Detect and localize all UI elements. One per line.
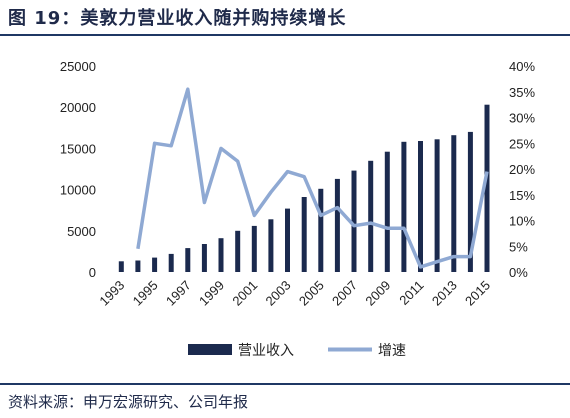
revenue-bar-2008 xyxy=(368,160,374,272)
revenue-bar-2010 xyxy=(401,141,407,272)
x-axis-tick: 1999 xyxy=(196,278,227,309)
right-axis-tick: 5% xyxy=(509,239,528,254)
x-axis-tick: 2015 xyxy=(462,278,493,309)
source-note: 资料来源：申万宏源研究、公司年报 xyxy=(8,393,249,411)
revenue-bar-2003 xyxy=(285,208,290,272)
figure-title: 图 19：美敦力营业收入随并购持续增长 xyxy=(8,8,347,29)
left-axis-tick: 15000 xyxy=(60,141,96,156)
revenue-bar-1998 xyxy=(201,244,207,272)
revenue-bar-2013 xyxy=(451,135,457,272)
legend-revenue-label: 营业收入 xyxy=(238,343,294,359)
growth-rate-line xyxy=(136,87,489,269)
legend-bar-swatch xyxy=(188,344,232,355)
revenue-bar-1996 xyxy=(168,253,174,272)
right-axis-tick: 25% xyxy=(509,136,535,151)
revenue-bar-2014 xyxy=(467,131,473,272)
title-divider xyxy=(0,34,570,36)
x-axis-tick: 2007 xyxy=(329,278,360,309)
right-axis-tick: 15% xyxy=(509,188,535,203)
left-axis-tick: 0 xyxy=(89,265,96,280)
revenue-bar-2004 xyxy=(301,197,307,272)
x-axis-tick: 2013 xyxy=(429,278,460,309)
right-axis-tick: 0% xyxy=(509,265,528,280)
revenue-bar-1997 xyxy=(185,248,191,272)
revenue-bar-2001 xyxy=(251,225,257,272)
left-axis-tick: 25000 xyxy=(60,59,96,74)
revenue-bar-2002 xyxy=(268,219,274,272)
revenue-bar-1999 xyxy=(218,238,224,272)
revenue-bar-2009 xyxy=(384,151,390,272)
right-axis-tick: 40% xyxy=(509,59,535,74)
left-axis-tick: 10000 xyxy=(60,183,96,198)
right-axis-tick: 30% xyxy=(509,111,535,126)
revenue-bar-2015 xyxy=(484,104,490,272)
x-axis-tick: 1997 xyxy=(163,278,194,309)
x-axis-tick: 2001 xyxy=(229,278,260,309)
right-axis-tick: 35% xyxy=(509,85,535,100)
legend-growth-label: 增速 xyxy=(378,343,406,359)
revenue-bar-2011 xyxy=(418,141,423,272)
left-axis-tick: 5000 xyxy=(67,224,96,239)
revenue-bar-1993 xyxy=(118,261,124,272)
x-axis-tick: 1995 xyxy=(130,278,161,309)
left-axis-tick: 20000 xyxy=(60,100,96,115)
revenue-bar-2006 xyxy=(334,178,340,272)
revenue-bar-2012 xyxy=(434,139,440,272)
revenue-bar-2005 xyxy=(318,188,324,272)
revenue-bar-1995 xyxy=(152,257,158,272)
x-axis-tick: 2005 xyxy=(296,278,327,309)
right-axis-tick: 10% xyxy=(509,214,535,229)
x-axis-tick: 1993 xyxy=(96,278,127,309)
x-axis-tick: 2003 xyxy=(263,278,294,309)
revenue-bar-2007 xyxy=(351,170,357,272)
x-axis-tick: 2009 xyxy=(362,278,393,309)
source-divider xyxy=(0,383,570,385)
right-axis-tick: 20% xyxy=(509,162,535,177)
revenue-bar-1994 xyxy=(135,260,141,272)
revenue-bar-2000 xyxy=(235,230,241,272)
x-axis-tick: 2011 xyxy=(396,278,426,308)
revenue-growth-chart: 0 5000 10000 15000 20000 25000 0% 5% 10% 15% 20% 2… xyxy=(60,59,536,359)
